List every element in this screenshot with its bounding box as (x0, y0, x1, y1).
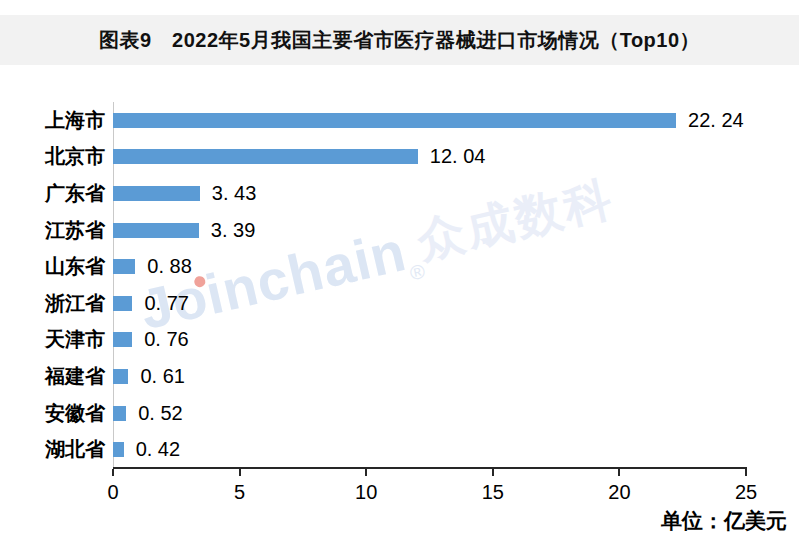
bar (113, 332, 132, 347)
bar (113, 149, 418, 164)
bar (113, 223, 199, 238)
category-label: 山东省 (0, 253, 105, 280)
value-label: 0. 88 (147, 255, 191, 278)
value-label: 0. 42 (136, 438, 180, 461)
value-label: 12. 04 (430, 145, 486, 168)
bar (113, 296, 132, 311)
chart-title: 图表9 2022年5月我国主要省市医疗器械进口市场情况（Top10） (99, 27, 700, 54)
x-axis: 0510152025 (113, 469, 746, 514)
category-label: 安徽省 (0, 400, 105, 427)
category-label: 湖北省 (0, 436, 105, 463)
axis-tick-label: 20 (608, 481, 630, 504)
value-label: 3. 39 (211, 219, 255, 242)
axis-tick (618, 469, 620, 476)
bar-track: 0. 52 (113, 395, 746, 432)
axis-tick (492, 469, 494, 476)
axis-tick-label: 25 (735, 481, 757, 504)
category-label: 江苏省 (0, 217, 105, 244)
bar (113, 259, 135, 274)
bar-rows: 上海市 22. 24 北京市 12. 04 广东省 3. 43 江苏省 3. 39 山东省 0. … (0, 102, 746, 468)
bar (113, 369, 128, 384)
axis-tick-label: 0 (107, 481, 118, 504)
bar-row: 天津市 0. 76 (0, 322, 746, 359)
value-label: 0. 61 (140, 365, 184, 388)
axis-tick (745, 469, 747, 476)
category-label: 天津市 (0, 326, 105, 353)
bar-row: 福建省 0. 61 (0, 358, 746, 395)
value-label: 3. 43 (212, 182, 256, 205)
bar (113, 406, 126, 421)
bar-track: 3. 43 (113, 175, 746, 212)
bar (113, 442, 124, 457)
category-label: 福建省 (0, 363, 105, 390)
value-label: 0. 76 (144, 328, 188, 351)
bar (113, 186, 200, 201)
bar-row: 上海市 22. 24 (0, 102, 746, 139)
category-label: 广东省 (0, 180, 105, 207)
axis-tick (365, 469, 367, 476)
bar-track: 0. 77 (113, 285, 746, 322)
chart-title-band: 图表9 2022年5月我国主要省市医疗器械进口市场情况（Top10） (0, 15, 799, 65)
value-label: 0. 52 (138, 402, 182, 425)
category-label: 上海市 (0, 107, 105, 134)
axis-tick (112, 469, 114, 476)
bar-row: 北京市 12. 04 (0, 139, 746, 176)
bar-track: 0. 76 (113, 322, 746, 359)
bar-row: 浙江省 0. 77 (0, 285, 746, 322)
chart-figure: 图表9 2022年5月我国主要省市医疗器械进口市场情况（Top10） Joinc… (0, 0, 799, 553)
bar-row: 山东省 0. 88 (0, 248, 746, 285)
bar-track: 0. 42 (113, 431, 746, 468)
axis-tick (239, 469, 241, 476)
bar-row: 安徽省 0. 52 (0, 395, 746, 432)
axis-tick-label: 10 (355, 481, 377, 504)
plot-area: 上海市 22. 24 北京市 12. 04 广东省 3. 43 江苏省 3. 39 山东省 0. … (0, 102, 748, 468)
bar-track: 0. 88 (113, 248, 746, 285)
unit-note: 单位：亿美元 (661, 507, 787, 535)
value-label: 0. 77 (144, 292, 188, 315)
category-label: 北京市 (0, 143, 105, 170)
bar (113, 113, 676, 128)
bar-row: 广东省 3. 43 (0, 175, 746, 212)
bar-track: 0. 61 (113, 358, 746, 395)
axis-tick-label: 15 (482, 481, 504, 504)
value-label: 22. 24 (688, 109, 744, 132)
bar-track: 3. 39 (113, 212, 746, 249)
axis-tick-label: 5 (234, 481, 245, 504)
bar-row: 湖北省 0. 42 (0, 431, 746, 468)
bar-row: 江苏省 3. 39 (0, 212, 746, 249)
category-label: 浙江省 (0, 290, 105, 317)
bar-track: 22. 24 (113, 102, 746, 139)
bar-track: 12. 04 (113, 139, 746, 176)
